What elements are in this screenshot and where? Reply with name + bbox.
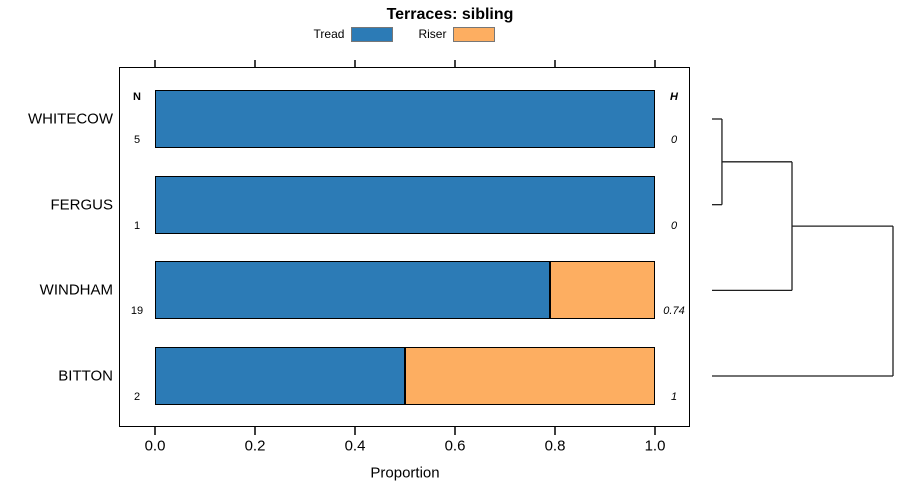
category-label-windham: WINDHAM [39, 281, 113, 299]
h-value-bitton: 1 [670, 391, 678, 403]
category-label-bitton: BITTON [58, 367, 113, 385]
n-value-whitecow: 5 [133, 134, 141, 146]
x-tick-label-0.2: 0.2 [244, 437, 266, 455]
legend-swatch-tread [351, 26, 394, 42]
plot-area-frame [119, 67, 690, 427]
stacked-bar-whitecow [155, 90, 655, 148]
n-value-fergus: 1 [133, 219, 141, 232]
stacked-bar-bitton [155, 347, 655, 405]
stacked-bar-windham [155, 261, 655, 320]
legend-item-tread: Tread [313, 26, 394, 42]
category-label-fergus: FERGUS [50, 196, 113, 214]
legend-item-riser: Riser [418, 26, 496, 42]
n-column-header: N [133, 91, 141, 103]
x-axis-label: Proportion [370, 464, 440, 482]
h-value-fergus: 0 [670, 219, 678, 232]
n-value-windham: 19 [130, 305, 144, 318]
x-tick-label-0.8: 0.8 [544, 437, 566, 455]
bar-segment-tread-whitecow [155, 90, 655, 148]
x-tick-label-0.0: 0.0 [144, 437, 166, 455]
legend: Tread Riser [119, 26, 690, 42]
bar-segment-tread-fergus [155, 175, 655, 234]
bar-segment-riser-windham [550, 261, 655, 320]
bar-segment-riser-bitton [405, 347, 655, 405]
h-column-header: H [670, 91, 678, 103]
x-tick-label-0.4: 0.4 [344, 437, 366, 455]
x-tick-label-0.6: 0.6 [444, 437, 466, 455]
h-value-windham: 0.74 [663, 305, 685, 318]
legend-label-riser: Riser [418, 27, 447, 41]
legend-label-tread: Tread [313, 27, 345, 41]
bar-segment-tread-windham [155, 261, 550, 320]
h-value-whitecow: 0 [670, 134, 678, 146]
category-label-whitecow: WHITECOW [28, 110, 113, 128]
chart-title: Terraces: sibling [386, 6, 514, 23]
x-tick-label-1.0: 1.0 [644, 437, 666, 455]
bar-segment-tread-bitton [155, 347, 405, 405]
stacked-bar-fergus [155, 175, 655, 234]
n-value-bitton: 2 [133, 391, 141, 403]
legend-swatch-riser [453, 26, 496, 42]
